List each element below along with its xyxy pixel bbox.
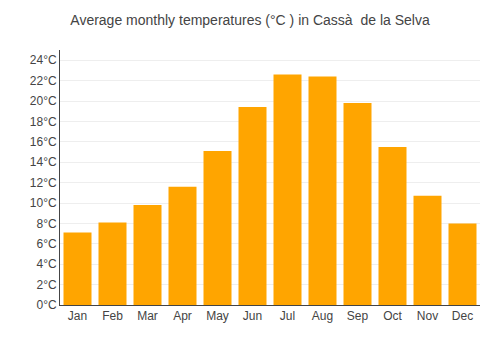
svg-text:0°C: 0°C [36, 298, 56, 312]
svg-text:22°C: 22°C [30, 74, 57, 88]
svg-text:Average monthly temperatures (: Average monthly temperatures (°C ) in Ca… [70, 12, 430, 28]
svg-text:Feb: Feb [102, 309, 123, 323]
svg-text:Oct: Oct [383, 309, 402, 323]
svg-text:20°C: 20°C [30, 94, 57, 108]
svg-text:Sep: Sep [347, 309, 369, 323]
svg-text:6°C: 6°C [36, 237, 56, 251]
svg-text:Apr: Apr [173, 309, 192, 323]
svg-text:8°C: 8°C [36, 217, 56, 231]
svg-text:14°C: 14°C [30, 155, 57, 169]
svg-text:18°C: 18°C [30, 115, 57, 129]
svg-text:Jul: Jul [280, 309, 295, 323]
svg-text:May: May [206, 309, 229, 323]
svg-text:Nov: Nov [417, 309, 438, 323]
svg-text:24°C: 24°C [30, 53, 57, 67]
svg-text:Jun: Jun [243, 309, 262, 323]
svg-text:Jan: Jan [68, 309, 87, 323]
svg-text:Mar: Mar [137, 309, 158, 323]
svg-text:4°C: 4°C [36, 257, 56, 271]
svg-text:12°C: 12°C [30, 176, 57, 190]
svg-text:2°C: 2°C [36, 278, 56, 292]
svg-text:Aug: Aug [312, 309, 333, 323]
svg-text:10°C: 10°C [30, 196, 57, 210]
svg-text:Dec: Dec [452, 309, 473, 323]
svg-text:16°C: 16°C [30, 135, 57, 149]
